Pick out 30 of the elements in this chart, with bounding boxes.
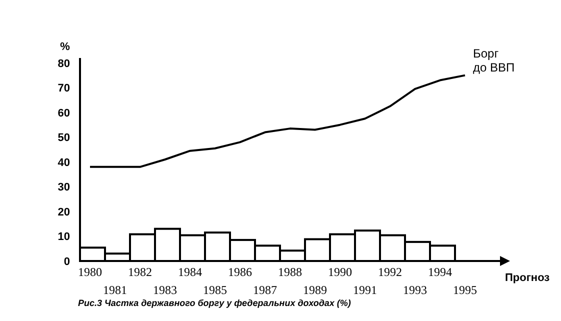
y-tick-label: 40: [58, 156, 70, 169]
x-tick-label: 1981: [103, 283, 127, 297]
y-tick-label: 10: [58, 231, 70, 244]
y-tick-label: 50: [58, 132, 70, 144]
x-tick-label: 1989: [303, 283, 327, 297]
text: Рис.3 Частка державного боргу у федеральних доходах (%): [78, 298, 351, 308]
y-tick-label: 60: [58, 107, 70, 120]
x-tick-label: 1992: [378, 265, 402, 279]
x-tick-label: 1980: [78, 265, 102, 279]
line-series: [89, 74, 466, 168]
x-tick-label: 1982: [128, 265, 152, 279]
y-axis-title: %: [60, 41, 70, 53]
y-tick-label: 70: [58, 82, 70, 95]
y-tick-label: 30: [58, 182, 70, 194]
x-tick-label: 1990: [328, 265, 352, 279]
x-tick-label: 1995: [453, 283, 477, 297]
y-tick-label: 80: [58, 58, 70, 70]
y-tick-label: 20: [58, 206, 70, 218]
x-tick-label: 1986: [228, 265, 252, 279]
x-tick-label: 1987: [253, 283, 277, 297]
x-tick-label: 1983: [153, 283, 177, 297]
text: Прогноз: [505, 272, 550, 284]
x-tick-label: 1984: [178, 265, 202, 279]
x-tick-label: 1991: [353, 283, 377, 297]
x-tick-label: 1985: [203, 283, 227, 297]
x-tick-label: 1993: [403, 283, 427, 297]
series-label: Борг до ВВП: [473, 46, 515, 74]
x-tick-label: 1994: [428, 265, 452, 279]
x-tick-label: 1988: [278, 265, 302, 279]
y-tick-label: 0: [64, 256, 70, 268]
